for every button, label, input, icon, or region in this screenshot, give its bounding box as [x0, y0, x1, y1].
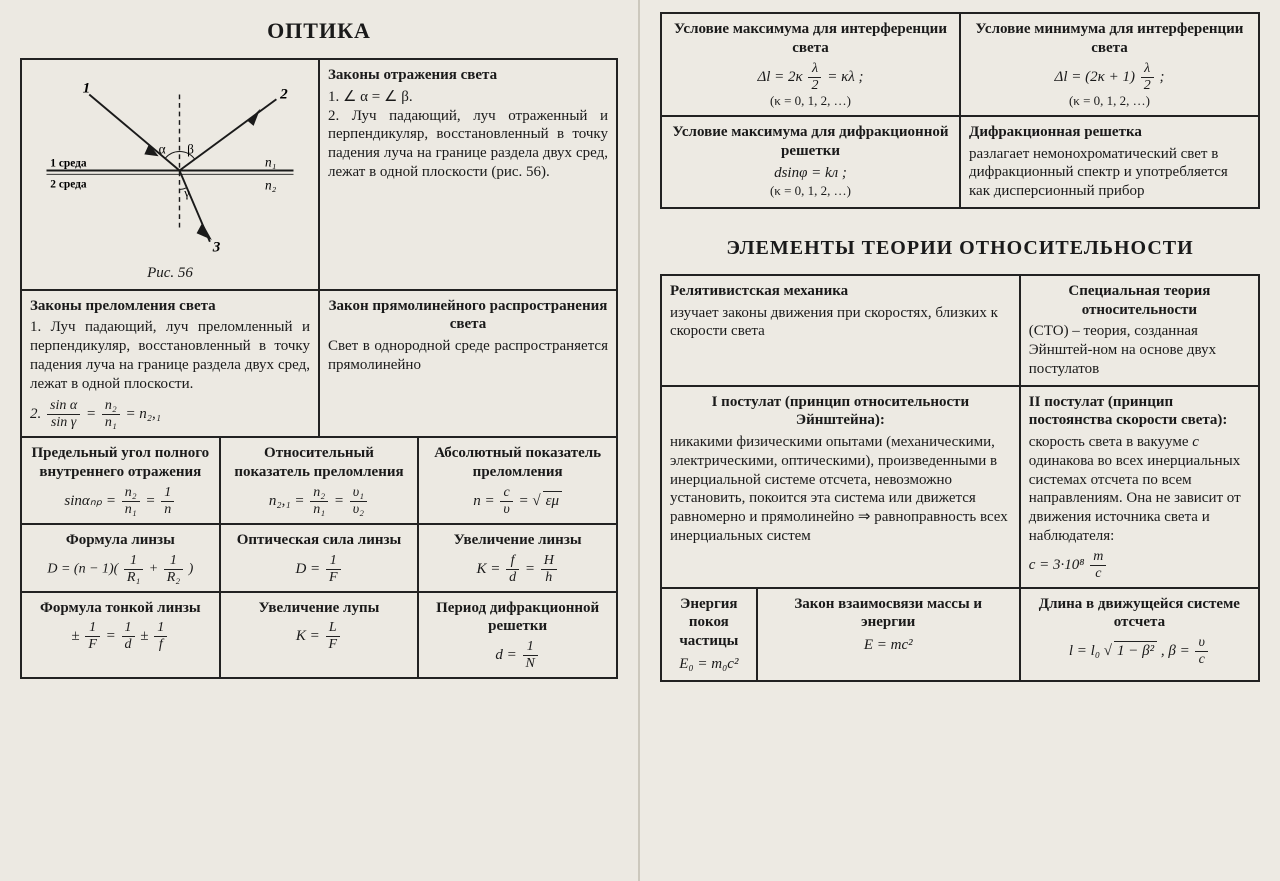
cell-diagram: 1 2 3 α β γ 1 среда 2 среда n₁ n₂ Рис. 5… [21, 59, 319, 290]
svg-text:γ: γ [183, 186, 190, 200]
refraction-title: Законы преломления света [30, 297, 310, 316]
cell-refraction: Законы преломления света 1. Луч падающий… [21, 290, 319, 438]
svg-text:1 среда: 1 среда [50, 158, 87, 170]
svg-text:α: α [159, 141, 166, 156]
cell-reflection: Законы отражения света 1. ∠ α = ∠ β. 2. … [319, 59, 617, 290]
optics-table: 1 2 3 α β γ 1 среда 2 среда n₁ n₂ Рис. 5… [20, 58, 618, 679]
cell-mass-energy: Закон взаимосвязи массы и энергии E = mc… [757, 588, 1020, 681]
reflection-title: Законы отражения света [328, 66, 608, 85]
cell-rel-mechanics: Релятивистская механика изучает законы д… [661, 275, 1020, 386]
refraction-body: 1. Луч падающий, луч преломленный и перп… [30, 318, 310, 393]
fig-caption: Рис. 56 [30, 264, 310, 283]
svg-text:2: 2 [279, 85, 288, 102]
cell-sto: Специальная теория относительности (СТО)… [1020, 275, 1259, 386]
cell-lens-magnification: Увеличение линзы K = fd = Hh [418, 524, 617, 592]
interference-table: Условие максимума для интерференции свет… [660, 12, 1260, 209]
rectilinear-body: Свет в однородной среде распространяется… [328, 337, 608, 375]
reflection-line1: 1. ∠ α = ∠ β. [328, 88, 608, 107]
title-optics: ОПТИКА [20, 18, 618, 44]
svg-text:β: β [187, 141, 194, 156]
rectilinear-title: Закон прямолинейного распространения све… [328, 297, 608, 335]
cell-diffraction-grating: Дифракционная решетка разлагает немонохр… [960, 116, 1259, 208]
cell-grating-period: Период дифракционной решетки d = 1N [418, 592, 617, 679]
svg-text:n₁: n₁ [265, 155, 276, 170]
cell-postulate1: I постулат (принцип относительности Эйнш… [661, 386, 1020, 588]
reflection-line2: 2. Луч падающий, луч отраженный и перпен… [328, 107, 608, 182]
cell-rectilinear: Закон прямолинейного распространения све… [319, 290, 617, 438]
cell-lens-formula: Формула линзы D = (n − 1)( 1R₁ + 1R₂ ) [21, 524, 220, 592]
cell-relative-n: Относительный показатель преломления n₂,… [220, 437, 419, 524]
cell-thin-lens: Формула тонкой линзы ± 1F = 1d ± 1f [21, 592, 220, 679]
svg-text:2 среда: 2 среда [50, 179, 87, 191]
cell-diffraction-max: Условие максимума для дифракционной реше… [661, 116, 960, 208]
cell-optical-power: Оптическая сила линзы D = 1F [220, 524, 419, 592]
cell-interf-max: Условие максимума для интерференции свет… [661, 13, 960, 116]
relativity-table: Релятивистская механика изучает законы д… [660, 274, 1260, 682]
cell-length-contraction: Длина в движущейся системе отсчета l = l… [1020, 588, 1259, 681]
cell-loupe: Увеличение лупы K = LF [220, 592, 419, 679]
cell-critical-angle: Предельный угол полного внутреннего отра… [21, 437, 220, 524]
title-relativity: ЭЛЕМЕНТЫ ТЕОРИИ ОТНОСИТЕЛЬНОСТИ [660, 237, 1260, 260]
cell-absolute-n: Абсолютный показатель преломления n = cυ… [418, 437, 617, 524]
svg-text:n₂: n₂ [265, 178, 277, 193]
ray-diagram: 1 2 3 α β γ 1 среда 2 среда n₁ n₂ [30, 66, 310, 256]
cell-postulate2: II постулат (принцип постоянства скорост… [1020, 386, 1259, 588]
svg-text:3: 3 [212, 238, 221, 255]
cell-interf-min: Условие минимума для интерференции света… [960, 13, 1259, 116]
page-right: Условие максимума для интерференции свет… [640, 0, 1280, 881]
page-left: ОПТИКА [0, 0, 640, 881]
svg-text:1: 1 [83, 80, 91, 97]
cell-rest-energy: Энергия покоя частицы E₀ = m₀c² [661, 588, 757, 681]
